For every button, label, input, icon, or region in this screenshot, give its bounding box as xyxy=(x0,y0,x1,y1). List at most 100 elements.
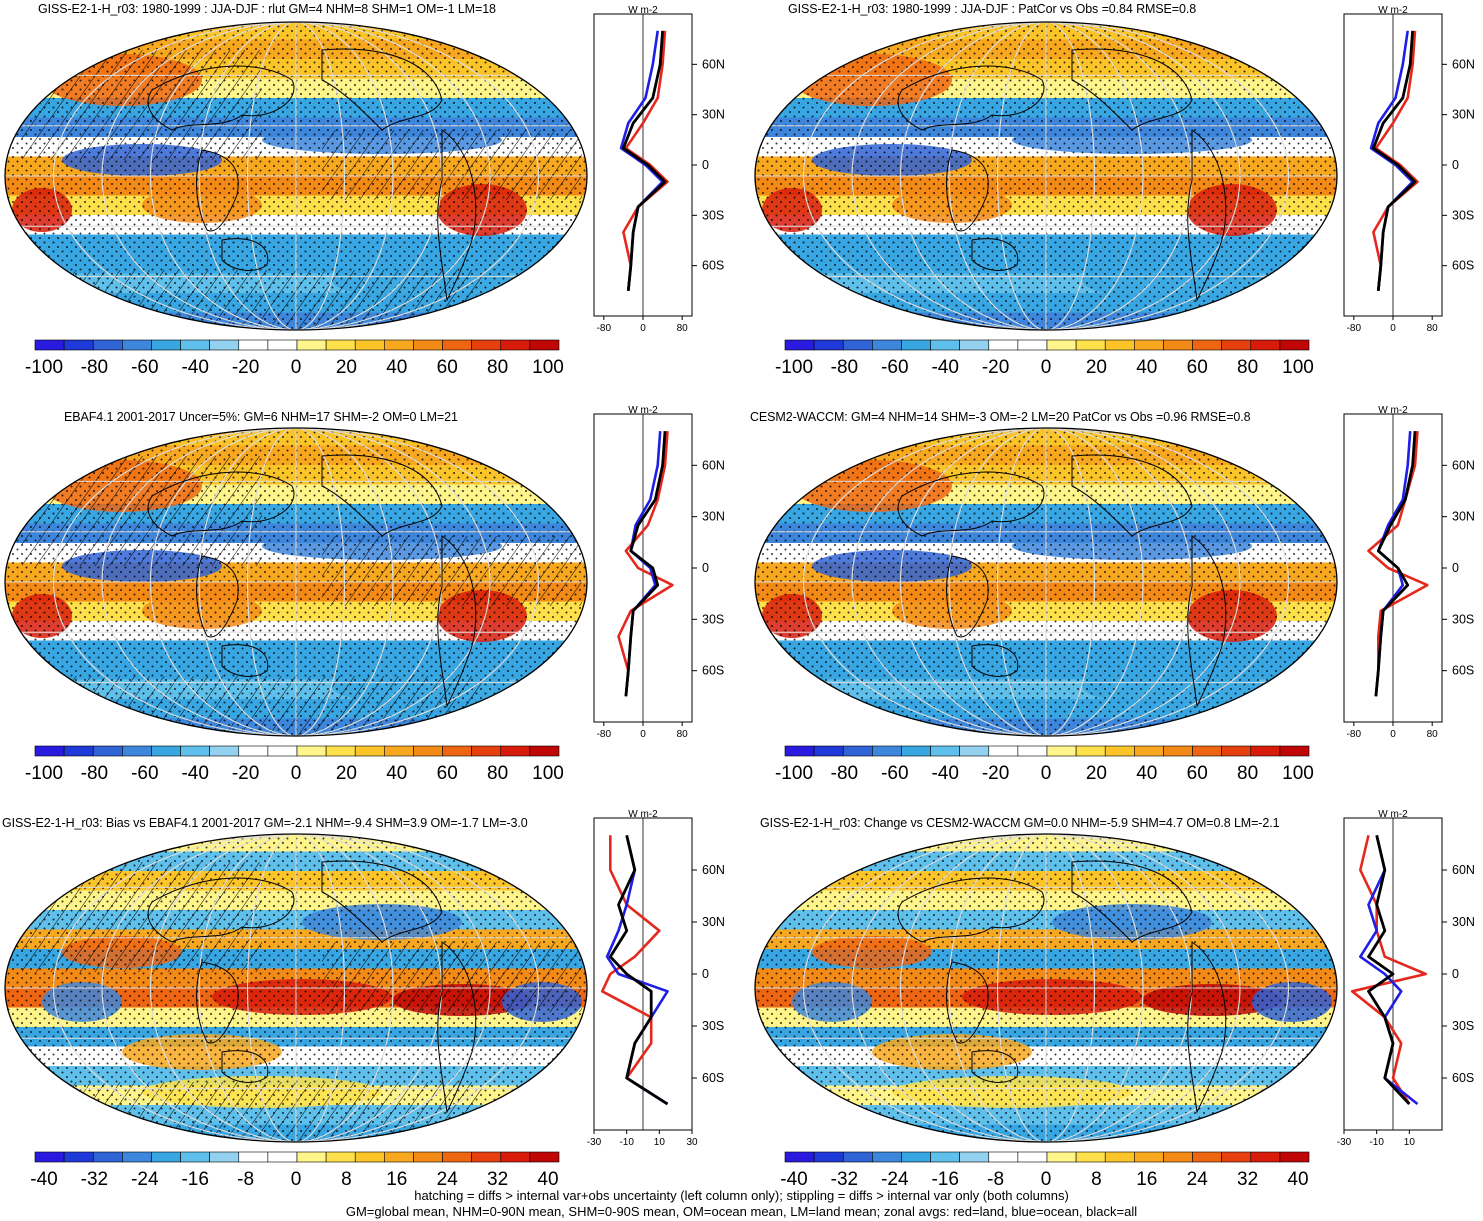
lat-tick-label: 0 xyxy=(1452,967,1459,981)
colorbar-swatch xyxy=(500,1151,531,1163)
colorbar-swatch xyxy=(1075,1151,1106,1163)
colorbar-swatch xyxy=(413,339,443,351)
colorbar-swatch xyxy=(384,745,414,757)
colorbar-swatch xyxy=(500,339,531,351)
colorbar-swatch xyxy=(1221,745,1252,757)
zonal-all-line xyxy=(1374,431,1417,697)
colorbar-swatch xyxy=(784,745,815,757)
colorbar-tick-label: -100 xyxy=(25,357,63,378)
colorbar-swatch xyxy=(959,339,990,351)
x-tick-label: -80 xyxy=(597,729,612,740)
colorbar-swatch xyxy=(1250,339,1281,351)
colorbar-swatch xyxy=(209,1151,240,1163)
x-tick-label: 30 xyxy=(686,1137,698,1148)
zonal-land-line xyxy=(600,835,669,1106)
colorbar-tick-label: 80 xyxy=(1237,357,1258,378)
colorbar-swatch xyxy=(872,745,902,757)
graticule-lon xyxy=(198,428,394,736)
colorbar-swatch xyxy=(92,1151,123,1163)
units-label: W m-2 xyxy=(1378,405,1408,416)
colorbar-swatch xyxy=(988,339,1019,351)
coastline xyxy=(437,941,477,1114)
colorbar-swatch xyxy=(842,339,873,351)
colorbar-tick-label: 16 xyxy=(386,1169,407,1190)
map-panel-1 xyxy=(4,21,588,331)
colorbar-tick-label: -40 xyxy=(181,357,208,378)
zonal-land-line xyxy=(1367,431,1429,697)
colorbar-tick-label: 60 xyxy=(437,357,458,378)
coastline xyxy=(946,149,989,232)
lat-tick-label: 60S xyxy=(1452,664,1474,678)
colorbar-swatch xyxy=(1046,1151,1077,1163)
graticule-lon xyxy=(803,834,1289,1142)
x-tick-label: -80 xyxy=(1347,729,1362,740)
colorbar-tick-label: 8 xyxy=(1091,1169,1102,1190)
map-outline xyxy=(754,427,1338,737)
graticule-lon xyxy=(247,834,345,1142)
graticule-lon xyxy=(53,22,539,330)
colorbar-tick-label: -60 xyxy=(881,357,908,378)
colorbar-tick-label: -8 xyxy=(237,1169,254,1190)
panel-3-title: EBAF4.1 2001-2017 Uncer=5%: GM=6 NHM=17 … xyxy=(64,410,458,424)
colorbar-swatch xyxy=(1279,339,1310,351)
colorbar-swatch xyxy=(354,1151,385,1163)
colorbar-tick-label: 0 xyxy=(1041,1169,1052,1190)
colorbar-swatch xyxy=(1104,745,1135,757)
colorbar-tick-label: -40 xyxy=(30,1169,57,1190)
coastline xyxy=(897,877,1045,943)
zonal-mean-panel-5: W m-2 60N 30N 0 30S 60S -30 -10 10 30 xyxy=(587,809,725,1148)
footer-line-2: GM=global mean, NHM=0-90N mean, SHM=0-90… xyxy=(345,1204,1138,1219)
colorbar-tick-label: 40 xyxy=(1136,357,1157,378)
colorbar-tick-label: 40 xyxy=(386,763,407,784)
coastline xyxy=(971,238,1019,271)
colorbar-swatch xyxy=(1104,339,1135,351)
colorbar-swatch xyxy=(296,745,327,757)
hatching xyxy=(322,130,582,200)
lat-tick-label: 30S xyxy=(702,612,724,626)
map-outline xyxy=(754,21,1338,331)
colorbar-swatch xyxy=(930,339,960,351)
colorbar-tick-label: -32 xyxy=(831,1169,858,1190)
colorbar-tick-label: -24 xyxy=(881,1169,909,1190)
colorbar-swatch xyxy=(1134,1151,1164,1163)
graticule-lon xyxy=(997,428,1095,736)
lat-tick-label: 60N xyxy=(702,863,725,877)
footer-note: hatching = diffs > internal var+obs unce… xyxy=(0,1188,1483,1220)
lat-tick-label: 30S xyxy=(702,1019,724,1033)
colorbar-swatch xyxy=(901,1151,931,1163)
coastline xyxy=(321,860,443,943)
map-outline xyxy=(754,833,1338,1143)
colorbar-swatch xyxy=(325,339,356,351)
panel-2-title: GISS-E2-1-H_r03: 1980-1999 : JJA-DJF : P… xyxy=(788,2,1197,16)
graticule-lon xyxy=(851,428,1241,736)
colorbar-swatch xyxy=(267,745,298,757)
colorbar-swatch xyxy=(354,745,385,757)
coastline xyxy=(196,555,239,638)
colorbar-tick-label: 20 xyxy=(1086,357,1107,378)
colorbar-tick-label: -20 xyxy=(232,357,259,378)
map-outline xyxy=(4,427,588,737)
x-tick-label: 80 xyxy=(1427,323,1439,334)
colorbar-tick-label: -16 xyxy=(181,1169,208,1190)
colorbar-tick-label: 20 xyxy=(1086,763,1107,784)
coastline xyxy=(971,1050,1019,1083)
x-tick-label: -10 xyxy=(619,1137,634,1148)
panel-4-title: CESM2-WACCM: GM=4 NHM=14 SHM=-3 OM=-2 LM… xyxy=(750,410,1251,424)
colorbar-tick-label: -100 xyxy=(775,357,813,378)
zonal-land-line xyxy=(1350,835,1427,1105)
colorbar-panel-5: -40 -32 -24 -16 -8 0 8 16 24 32 40 xyxy=(30,1151,560,1190)
x-tick-label: -80 xyxy=(1347,323,1362,334)
colorbar-tick-label: -60 xyxy=(131,763,158,784)
coastline xyxy=(946,961,989,1044)
colorbar-swatch xyxy=(92,339,123,351)
graticule-lon xyxy=(997,834,1095,1142)
colorbar-swatch xyxy=(209,339,240,351)
colorbar-tick-label: -100 xyxy=(775,763,813,784)
x-tick-label: -30 xyxy=(1337,1137,1352,1148)
colorbar-tick-label: -40 xyxy=(181,763,208,784)
lat-tick-label: 30N xyxy=(702,915,725,929)
map-panel-6 xyxy=(754,833,1338,1143)
colorbar-tick-label: 0 xyxy=(291,357,302,378)
x-tick-label: 0 xyxy=(1390,729,1396,740)
colorbar-swatch xyxy=(209,745,240,757)
